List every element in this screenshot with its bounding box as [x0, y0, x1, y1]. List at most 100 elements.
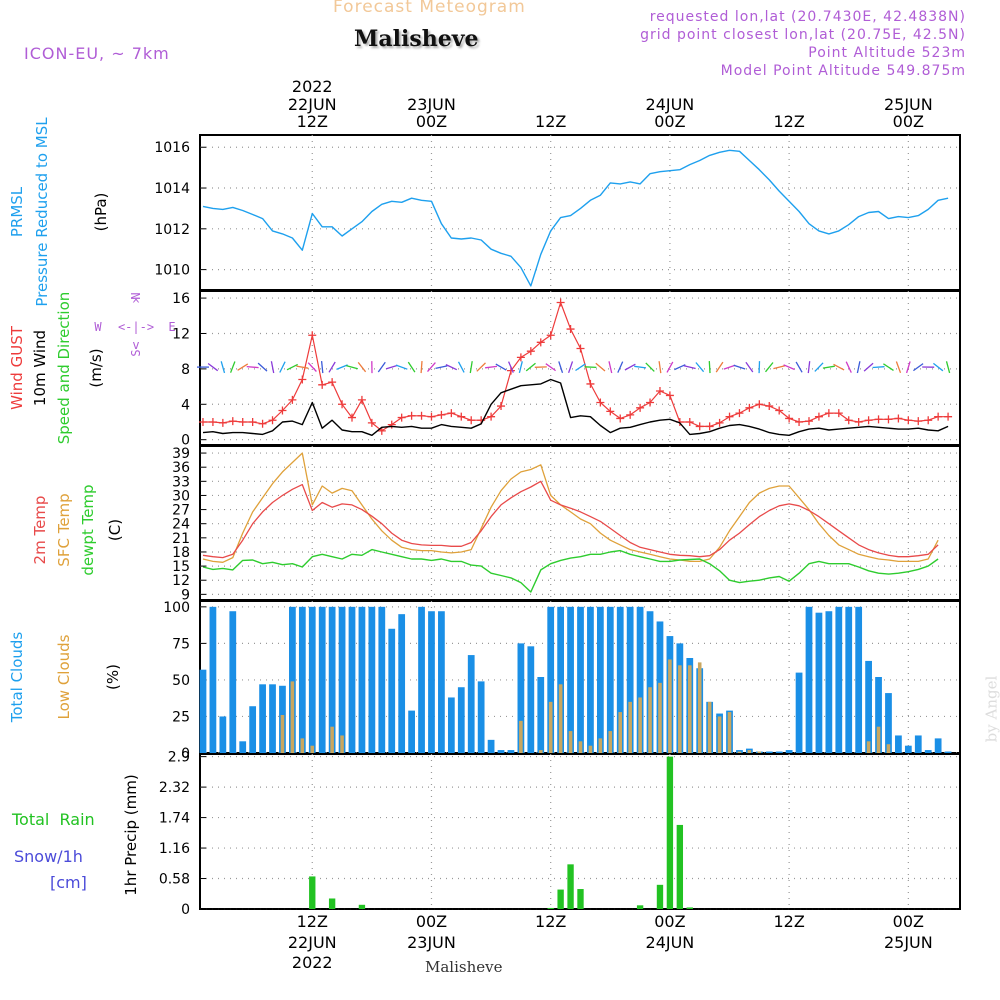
compass-up-arrow: ^ — [132, 297, 139, 311]
pressure-label-msl: Pressure Reduced to MSL — [33, 117, 51, 307]
y-tick-label-clouds: 25 — [172, 709, 190, 725]
total-cloud-bar — [199, 669, 207, 753]
low-cloud-bar — [538, 750, 543, 753]
series-line-prmsl — [202, 149, 949, 287]
wind-direction-arrow — [435, 365, 448, 370]
low-cloud-bar — [648, 687, 652, 753]
gust-marker — [854, 417, 863, 426]
wind-direction-arrow — [237, 363, 249, 371]
wind-direction-arrow — [584, 366, 597, 369]
bottom-year-label: 2022 — [292, 953, 333, 972]
total-cloud-bar — [418, 606, 425, 753]
total-cloud-bar — [358, 606, 366, 753]
gust-marker — [795, 417, 804, 426]
wind-direction-arrow — [246, 365, 259, 369]
total-cloud-bar — [934, 738, 942, 753]
total-cloud-bar — [219, 716, 227, 753]
total-cloud-bar — [606, 606, 614, 753]
gust-marker — [566, 325, 575, 334]
gust-marker — [437, 410, 446, 419]
wind-direction-arrow — [822, 365, 835, 369]
total-cloud-bar — [815, 612, 823, 753]
total-cloud-bar — [577, 606, 584, 753]
wind-direction-arrow — [764, 362, 774, 373]
rain-bar — [577, 889, 584, 909]
wind-direction-arrow — [286, 363, 298, 371]
gust-marker — [467, 416, 476, 425]
y-tick-label-precip: 2.32 — [159, 780, 190, 796]
top-date-label: 22JUN — [288, 95, 337, 114]
gust-marker — [844, 416, 853, 425]
wind-direction-arrow — [567, 361, 574, 374]
total-cloud-bar — [805, 606, 813, 753]
gust-marker — [318, 380, 327, 389]
low-cloud-bar — [300, 738, 305, 753]
gust-marker — [814, 412, 823, 421]
low-cloud-bar — [588, 745, 593, 753]
total-cloud-bar — [457, 687, 465, 753]
total-cloud-bar — [596, 606, 604, 753]
wind-direction-arrow — [575, 363, 586, 372]
top-year-label: 2022 — [292, 77, 333, 96]
gust-marker — [218, 418, 227, 427]
gust-marker — [248, 417, 257, 426]
bottom-date-label: 24JUN — [646, 933, 695, 952]
gust-marker — [198, 417, 207, 426]
precip-axis-label: 1hr Precip (mm) — [122, 774, 140, 895]
wind-direction-arrow — [445, 364, 458, 371]
gust-marker — [268, 416, 277, 425]
total-cloud-bar — [845, 606, 853, 753]
gust-marker — [804, 417, 813, 426]
panel-frame-temperature — [199, 445, 961, 601]
gust-marker — [516, 353, 525, 362]
wind-direction-arrow — [485, 365, 498, 369]
total-cloud-bar — [904, 745, 912, 753]
low-cloud-bar — [727, 712, 732, 753]
total-cloud-bar — [507, 750, 515, 753]
total-cloud-bar — [855, 606, 863, 753]
y-tick-label-precip: 0 — [181, 902, 190, 918]
temp-label-2m: 2m Temp — [31, 496, 49, 565]
y-tick-label-temperature: 15 — [172, 559, 190, 575]
gust-marker — [457, 412, 466, 421]
gust-marker — [824, 409, 833, 418]
wind-direction-arrow — [525, 362, 536, 372]
gust-marker — [894, 414, 903, 423]
total-cloud-bar — [368, 606, 376, 753]
low-cloud-bar — [558, 684, 563, 753]
bottom-time-label: 00Z — [416, 912, 447, 931]
wind-label-10m: 10m Wind — [31, 330, 49, 406]
compass-west: W — [94, 320, 102, 334]
top-date-label: 25JUN — [884, 95, 933, 114]
total-cloud-bar — [408, 710, 415, 753]
gust-marker — [308, 331, 317, 340]
total-cloud-bar — [348, 606, 356, 753]
gust-marker — [874, 415, 883, 424]
total-cloud-bar — [825, 611, 833, 753]
low-cloud-bar — [330, 726, 334, 753]
total-cloud-bar — [318, 606, 326, 753]
gust-marker — [238, 417, 247, 426]
total-cloud-bar — [338, 606, 346, 753]
low-cloud-bar — [717, 716, 722, 753]
total-cloud-bar — [557, 606, 565, 753]
total-cloud-bar — [885, 693, 892, 753]
total-cloud-bar — [924, 750, 932, 753]
gust-marker — [606, 407, 615, 416]
bottom-time-label: 00Z — [893, 912, 924, 931]
wind-direction-arrow — [427, 362, 436, 373]
wind-direction-arrow — [715, 361, 724, 373]
y-tick-label-temperature: 21 — [172, 531, 190, 547]
gust-marker — [487, 412, 496, 421]
series-line-10m-wind — [202, 378, 949, 436]
wind-direction-arrow — [895, 361, 902, 374]
wind-direction-arrow — [634, 365, 647, 369]
wind-direction-arrow — [420, 361, 423, 374]
y-tick-label-precip: 1.74 — [159, 811, 190, 827]
gust-marker — [924, 416, 933, 425]
wind-label-gust: Wind GUST — [8, 325, 26, 410]
gust-marker — [348, 413, 356, 422]
wind-direction-arrow — [595, 362, 606, 372]
y-tick-label-precip: 2.9 — [168, 750, 190, 766]
total-cloud-bar — [547, 606, 555, 753]
